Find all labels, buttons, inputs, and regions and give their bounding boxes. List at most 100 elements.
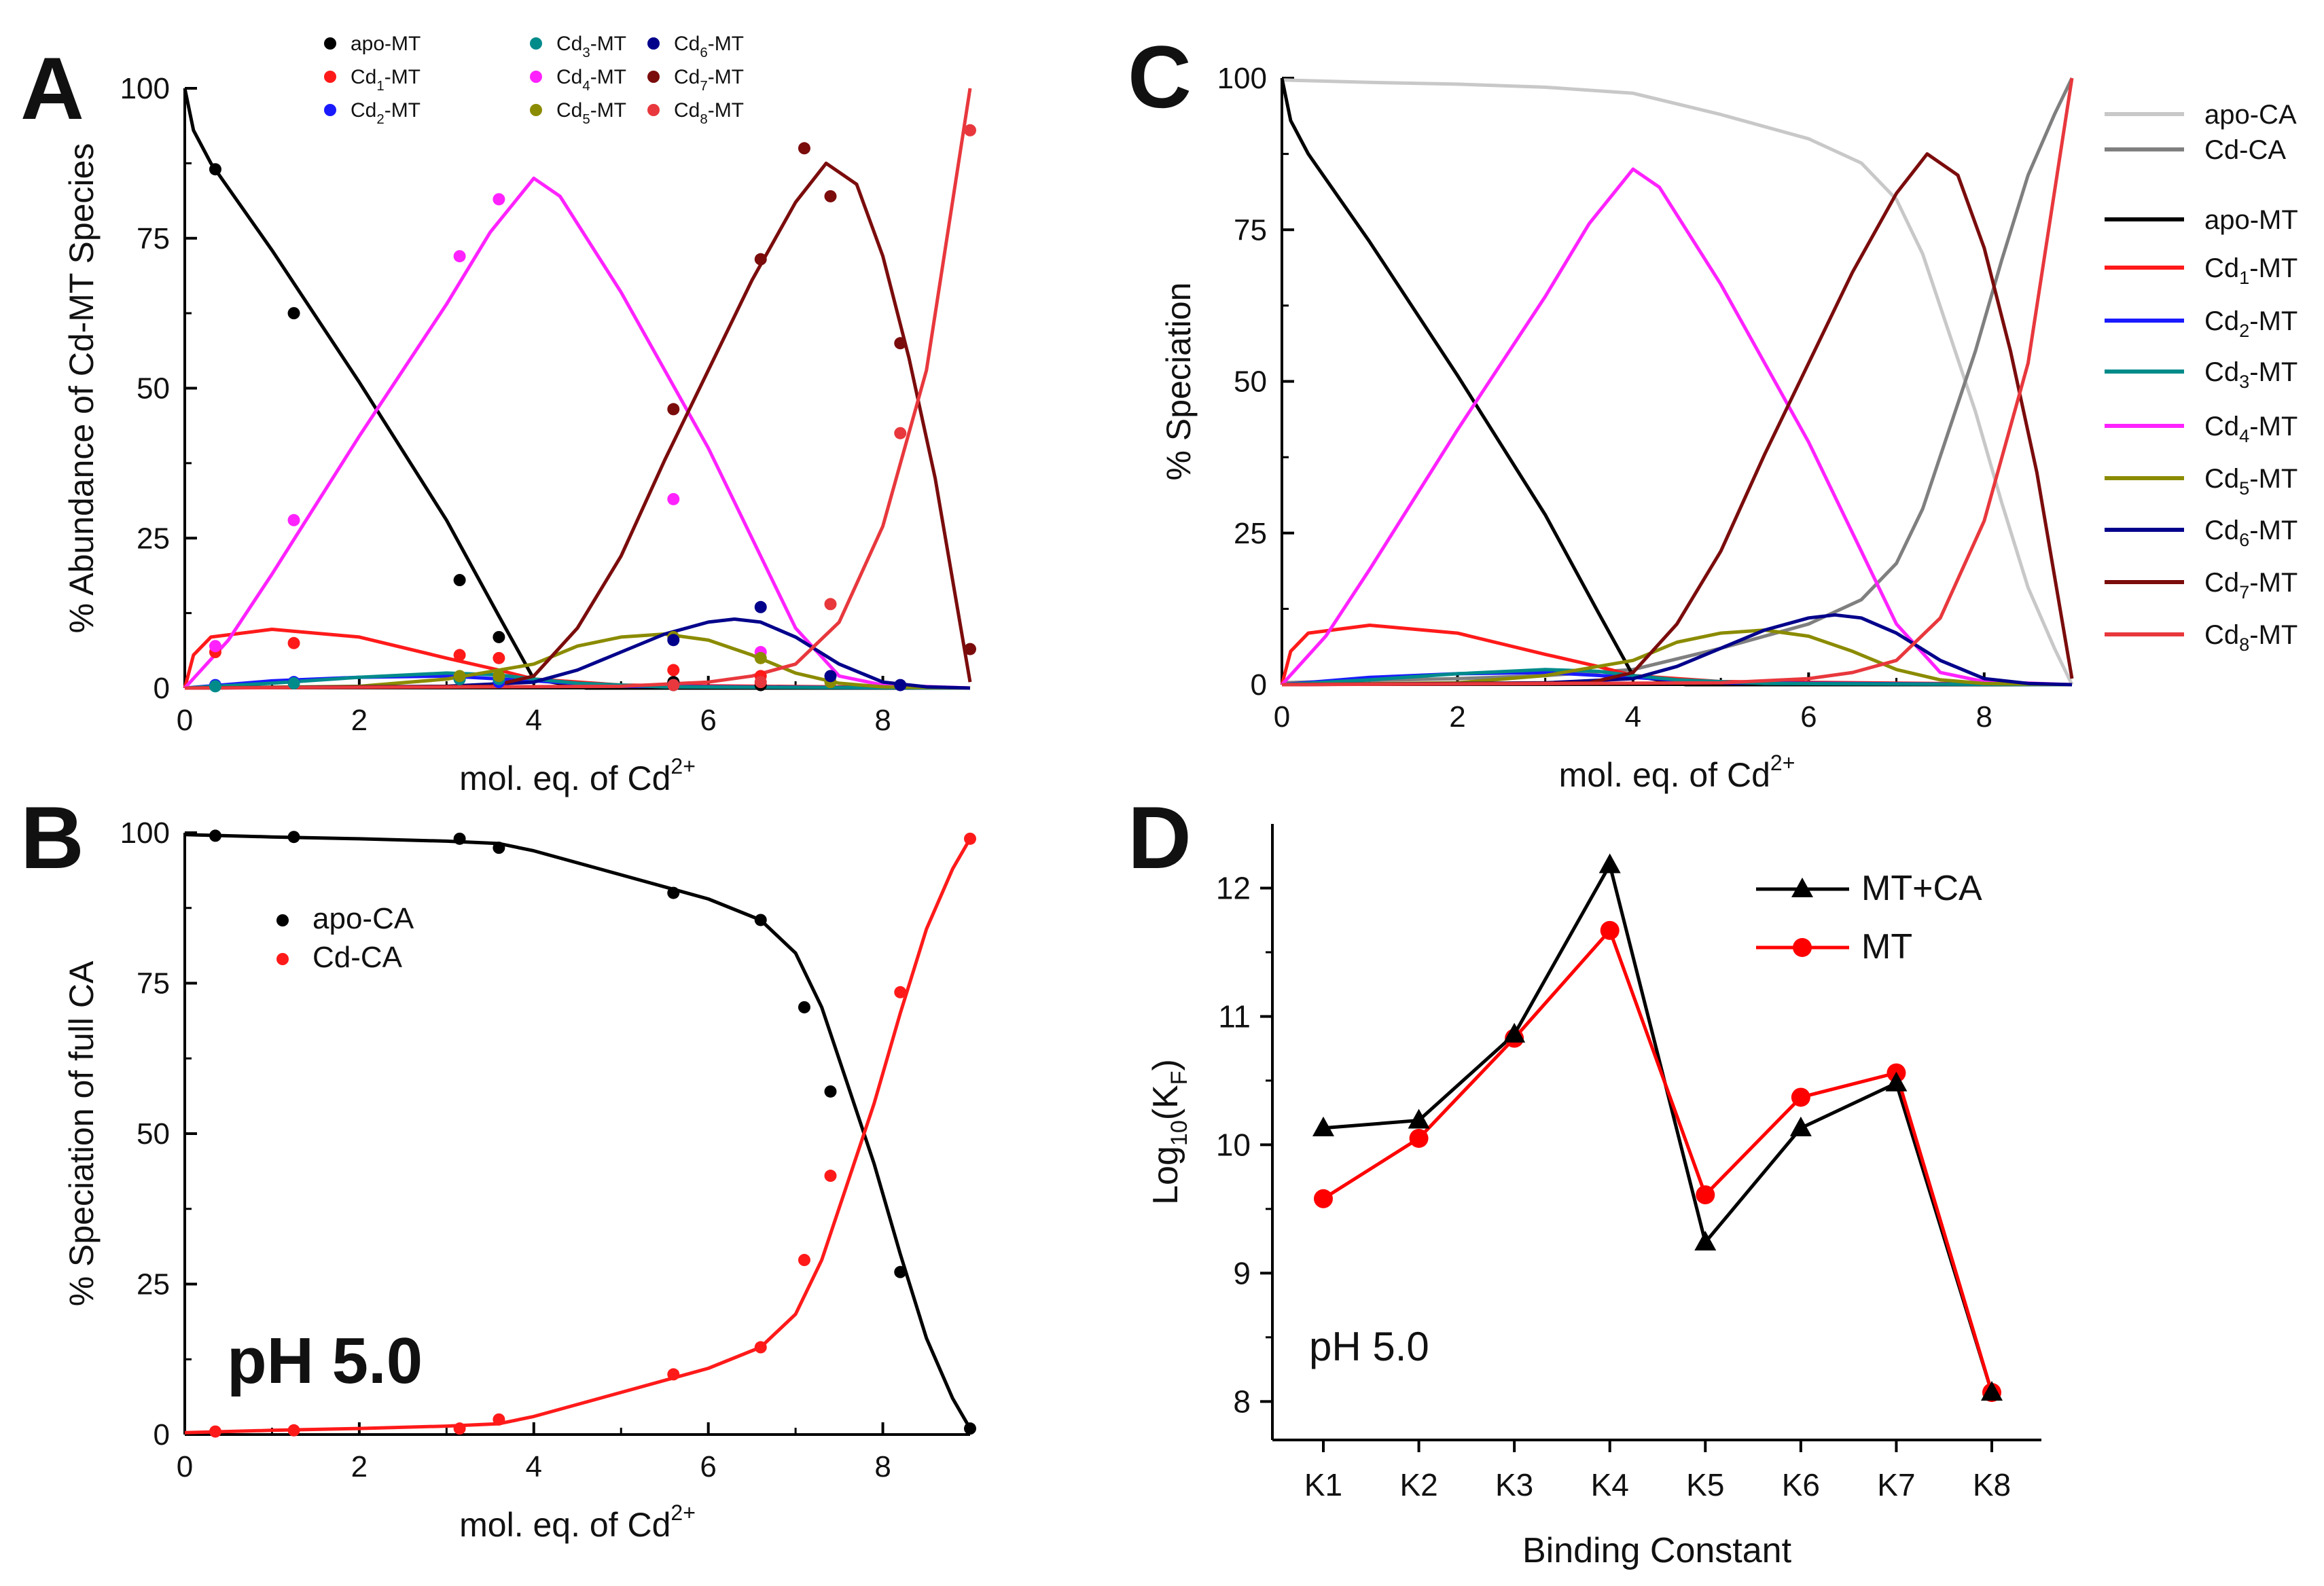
legend-item-cd7-mt: Cd7-MT	[2105, 568, 2298, 602]
legend-label-suffix: -MT	[2249, 306, 2298, 336]
panel-letter-a: A	[20, 39, 84, 138]
legend-item-cd-ca: Cd-CA	[2105, 135, 2286, 165]
legend-label: Cd3-MT	[2204, 357, 2298, 392]
legend-label: Cd8-MT	[2204, 620, 2298, 655]
legend-label-base: Cd	[351, 99, 376, 122]
legend-marker	[276, 953, 289, 965]
x-tick-label: K5	[1686, 1467, 1724, 1502]
legend-marker	[324, 71, 336, 83]
data-point-cd-ca	[964, 832, 976, 845]
series-line-apo-mt	[183, 88, 970, 690]
legend-label-base: Cd	[2204, 464, 2239, 494]
data-point-cd1-mt	[667, 664, 680, 677]
legend-marker	[647, 71, 660, 83]
legend-item-cd2-mt: Cd2-MT	[324, 99, 421, 127]
legend-label: Cd1-MT	[351, 66, 421, 94]
legend-label-subscript: 4	[582, 79, 590, 94]
data-point-apo-ca	[493, 842, 505, 854]
y-tick-label: 0	[154, 672, 170, 705]
legend-item-cd-ca: Cd-CA	[276, 941, 403, 974]
x-tick-label: K7	[1877, 1467, 1915, 1502]
data-point-cd4-mt	[453, 250, 466, 263]
legend-label-subscript: 7	[700, 79, 707, 94]
legend-label-subscript: 8	[2239, 634, 2249, 655]
legend-item-apo-mt: apo-MT	[2105, 205, 2298, 235]
data-point-cd3-mt	[209, 680, 221, 693]
data-point-cd3-mt	[287, 677, 300, 689]
y-tick-label: 75	[1234, 213, 1267, 247]
y-tick-label: 50	[1234, 365, 1267, 399]
legend-item-cd7-mt: Cd7-MT	[647, 66, 744, 94]
legend-label: Cd1-MT	[2204, 253, 2298, 288]
data-point-cd-ca	[287, 1424, 300, 1437]
x-axis-label-text: mol. eq. of Cd	[1559, 756, 1770, 794]
legend-item-cd4-mt: Cd4-MT	[2105, 412, 2298, 446]
data-point-cd8-mt	[964, 124, 976, 137]
legend-label: Cd3-MT	[556, 33, 626, 60]
y-label-subscript-f: F	[1166, 1070, 1192, 1085]
y-tick-label: 100	[120, 72, 170, 105]
data-point-cd5-mt	[493, 670, 505, 683]
x-tick-label: 8	[874, 704, 891, 737]
legend-marker	[647, 37, 660, 50]
data-point-cd5-mt	[754, 651, 767, 664]
data-point-cd-ca	[667, 1368, 680, 1381]
data-point-mt-ca	[1981, 1381, 2003, 1401]
data-point-cd8-mt	[754, 676, 767, 689]
x-axis-label: mol. eq. of Cd2+	[459, 754, 696, 797]
legend-label-suffix: -MT	[2249, 357, 2298, 387]
legend-marker	[1793, 938, 1812, 957]
data-point-cd7-mt	[964, 643, 976, 655]
data-point-apo-ca	[209, 829, 221, 842]
legend-label: Cd7-MT	[2204, 568, 2298, 602]
x-axis-label-text: mol. eq. of Cd	[459, 759, 671, 797]
legend-label: Cd8-MT	[674, 99, 744, 127]
legend-item-cd3-mt: Cd3-MT	[530, 33, 626, 60]
y-axis-label: Log10(KF)	[1146, 1059, 1192, 1205]
legend-label-base: Cd	[2204, 357, 2239, 387]
data-point-cd-ca	[754, 1341, 767, 1354]
legend-label-base: Cd	[674, 33, 700, 55]
data-point-cd-ca	[209, 1425, 221, 1438]
data-point-cd6-mt	[754, 600, 767, 613]
series-line-cd8-mt	[184, 88, 972, 690]
data-point-mt	[1696, 1185, 1715, 1205]
data-point-cd4-mt	[493, 193, 505, 206]
legend-label-subscript: 2	[2239, 320, 2249, 341]
legend-item-cd6-mt: Cd6-MT	[2105, 516, 2298, 550]
series-line-apo-ca	[1281, 78, 2074, 686]
y-tick-label: 75	[137, 222, 170, 255]
x-tick-label: 6	[700, 704, 716, 737]
legend-item-cd4-mt: Cd4-MT	[530, 66, 626, 94]
data-point-cd8-mt	[894, 427, 907, 439]
panel-letter-c: C	[1128, 27, 1192, 126]
data-point-mt	[1600, 920, 1620, 940]
x-tick-label: 0	[177, 704, 193, 737]
series-line-cd6-mt	[1281, 613, 2073, 687]
data-point-cd4-mt	[209, 640, 221, 653]
legend-item-mt-ca: MT+CA	[1756, 869, 1982, 908]
x-axis-label: mol. eq. of Cd2+	[1559, 751, 1795, 794]
x-axis-label-superscript: 2+	[671, 1500, 695, 1525]
legend-label-base: Cd	[556, 66, 582, 88]
legend-label-suffix: -MT	[2249, 620, 2298, 650]
y-tick-label: 0	[154, 1418, 170, 1452]
y-tick-label: 25	[137, 1268, 170, 1301]
series-line-cd4-mt	[183, 177, 971, 690]
legend-label-suffix: -MT	[385, 99, 421, 122]
legend-label: MT	[1861, 927, 1912, 967]
data-point-cd-ca	[453, 1422, 466, 1435]
data-point-cd4-mt	[667, 492, 680, 505]
data-point-cd7-mt	[798, 142, 810, 155]
data-point-cd-ca	[894, 986, 907, 998]
legend-label-suffix: -MT	[708, 33, 744, 55]
legend-label-base: Cd	[674, 99, 700, 122]
x-axis-label: Binding Constant	[1522, 1531, 1792, 1570]
y-tick-label: 100	[1217, 62, 1267, 95]
data-point-apo-ca	[824, 1085, 837, 1098]
data-point-cd7-mt	[754, 253, 767, 266]
y-label-close: )	[1146, 1059, 1185, 1070]
legend-label: apo-CA	[2204, 100, 2297, 130]
x-tick-label: 2	[351, 1450, 368, 1483]
series-line-cd4-mt	[1281, 167, 2073, 687]
